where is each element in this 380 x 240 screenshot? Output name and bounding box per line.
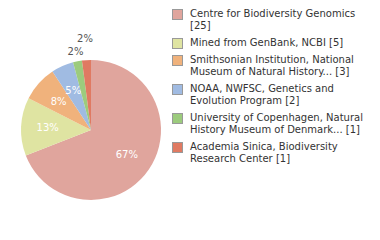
svg-text:2%: 2% [77, 33, 93, 44]
svg-text:2%: 2% [68, 46, 84, 57]
html-text:Mined from GenBank, NCBI [5]: Mined from GenBank, NCBI [5] [190, 37, 344, 48]
html-text:Smithsonian Institution, Natio: Smithsonian Institution, National Museum… [190, 54, 354, 77]
svg-text:5%: 5% [65, 85, 81, 96]
html-text:Centre for Biodiversity Genomi: Centre for Biodiversity Genomics [25] [190, 8, 356, 31]
html-text:University of Copenhagen, Natu: University of Copenhagen, Natural Histor… [190, 112, 363, 135]
html-text:Academia Sinica, Biodiversity: Academia Sinica, Biodiversity Research C… [190, 141, 338, 164]
html-text:NOAA, NWFSC, Genetics and Evol: NOAA, NWFSC, Genetics and Evolution Prog… [190, 83, 334, 106]
svg-text:8%: 8% [51, 96, 67, 107]
svg-text:67%: 67% [116, 149, 138, 160]
svg-text:13%: 13% [37, 122, 59, 133]
